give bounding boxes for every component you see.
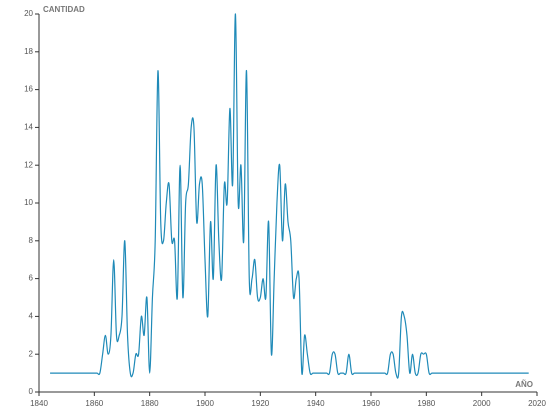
x-tick-label: 1920 xyxy=(251,399,269,408)
x-tick-label: 2020 xyxy=(528,399,546,408)
y-tick-label: 0 xyxy=(29,387,34,396)
x-axis-label: AÑO xyxy=(515,380,533,389)
x-tick-label: 1860 xyxy=(85,399,103,408)
y-tick-label: 16 xyxy=(24,85,33,94)
x-tick-label: 1880 xyxy=(141,399,159,408)
x-tick-label: 1980 xyxy=(417,399,435,408)
y-axis-label: CANTIDAD xyxy=(43,5,85,14)
x-tick-label: 1900 xyxy=(196,399,214,408)
x-tick-label: 1960 xyxy=(362,399,380,408)
y-tick-label: 12 xyxy=(24,160,33,169)
y-tick-label: 6 xyxy=(29,274,34,283)
y-tick-label: 4 xyxy=(29,312,34,321)
y-tick-label: 8 xyxy=(29,236,34,245)
y-tick-label: 14 xyxy=(24,123,33,132)
y-tick-label: 18 xyxy=(24,47,33,56)
x-tick-label: 1840 xyxy=(30,399,48,408)
data-line xyxy=(50,13,529,379)
y-tick-label: 2 xyxy=(29,349,34,358)
y-tick-label: 20 xyxy=(24,9,33,18)
x-tick-label: 1940 xyxy=(307,399,325,408)
y-tick-label: 10 xyxy=(24,198,33,207)
x-tick-label: 2000 xyxy=(473,399,491,408)
